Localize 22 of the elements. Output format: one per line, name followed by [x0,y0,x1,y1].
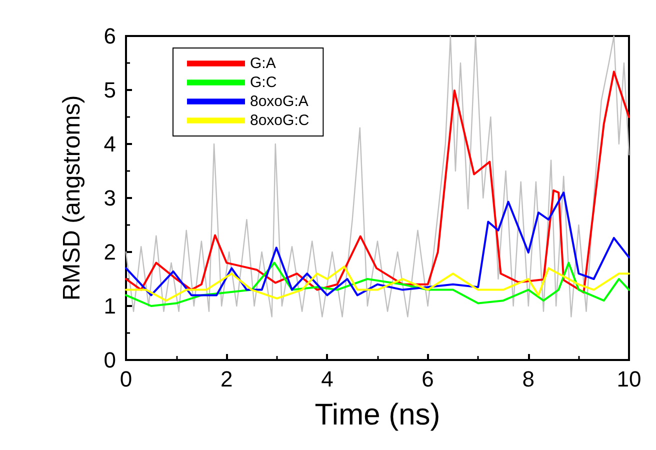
legend-label: G:A [250,55,276,72]
legend-label: 8oxoG:C [250,112,310,129]
line-series [125,192,630,296]
y-tick-label: 0 [104,348,116,372]
x-tick-label: 0 [120,366,132,392]
y-axis-title: RMSD (angstroms) [58,95,86,301]
x-tick-label: 6 [422,366,434,392]
line-series [125,70,630,294]
legend-label: G:C [250,74,277,91]
x-tick-label: 10 [616,366,642,392]
x-tick-label: 8 [522,366,535,392]
x-axis-title: Time (ns) [314,398,440,432]
legend-label: 8oxoG:A [250,93,308,110]
x-tick-label: 2 [220,366,233,392]
y-tick-label: 1 [104,294,116,318]
y-tick-label: 2 [104,240,116,264]
y-tick-label: 4 [104,132,116,156]
y-tick-label: 3 [104,186,116,210]
y-tick-label: 6 [104,24,116,48]
x-tick-label: 4 [321,366,334,392]
line-series [125,35,630,318]
y-tick-label: 5 [104,78,116,102]
